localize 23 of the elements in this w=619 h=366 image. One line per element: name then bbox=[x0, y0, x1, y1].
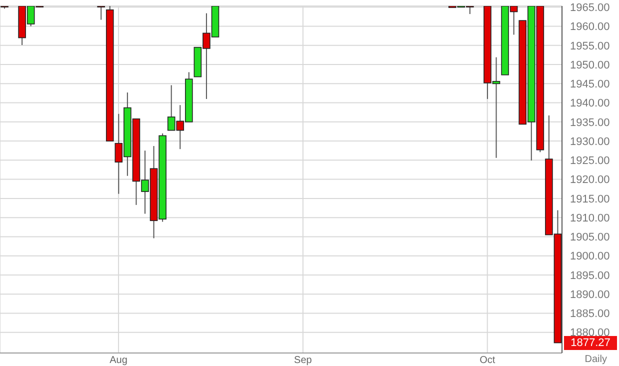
y-tick-label: 1885.00 bbox=[570, 308, 610, 320]
y-tick-label: 1915.00 bbox=[570, 193, 610, 206]
y-tick-label: 1900.00 bbox=[570, 250, 610, 263]
candlestick bbox=[97, 6, 105, 20]
y-tick-label: 1910.00 bbox=[570, 212, 610, 224]
x-tick-label: Oct bbox=[480, 355, 496, 366]
y-tick-label: 1890.00 bbox=[570, 288, 610, 301]
text: 1877.27 bbox=[564, 336, 617, 350]
y-tick-label: 1920.00 bbox=[570, 174, 610, 186]
x-tick-label: Sep bbox=[294, 355, 312, 366]
y-tick-label: 1895.00 bbox=[570, 270, 610, 282]
y-tick-label: 1930.00 bbox=[570, 136, 610, 148]
text: Daily bbox=[584, 354, 607, 366]
y-tick-label: 1940.00 bbox=[570, 98, 610, 110]
y-tick-label: 1905.00 bbox=[570, 232, 610, 244]
y-tick-label: 1950.00 bbox=[570, 59, 610, 72]
y-tick-label: 1935.00 bbox=[570, 116, 610, 129]
x-tick-label: Aug bbox=[110, 355, 128, 366]
y-tick-label: 1945.00 bbox=[570, 78, 610, 91]
y-tick-label: 1955.00 bbox=[570, 40, 610, 52]
y-tick-label: 1965.00 bbox=[570, 2, 610, 14]
y-tick-label: 1925.00 bbox=[570, 155, 610, 168]
y-tick-label: 1960.00 bbox=[570, 21, 610, 34]
